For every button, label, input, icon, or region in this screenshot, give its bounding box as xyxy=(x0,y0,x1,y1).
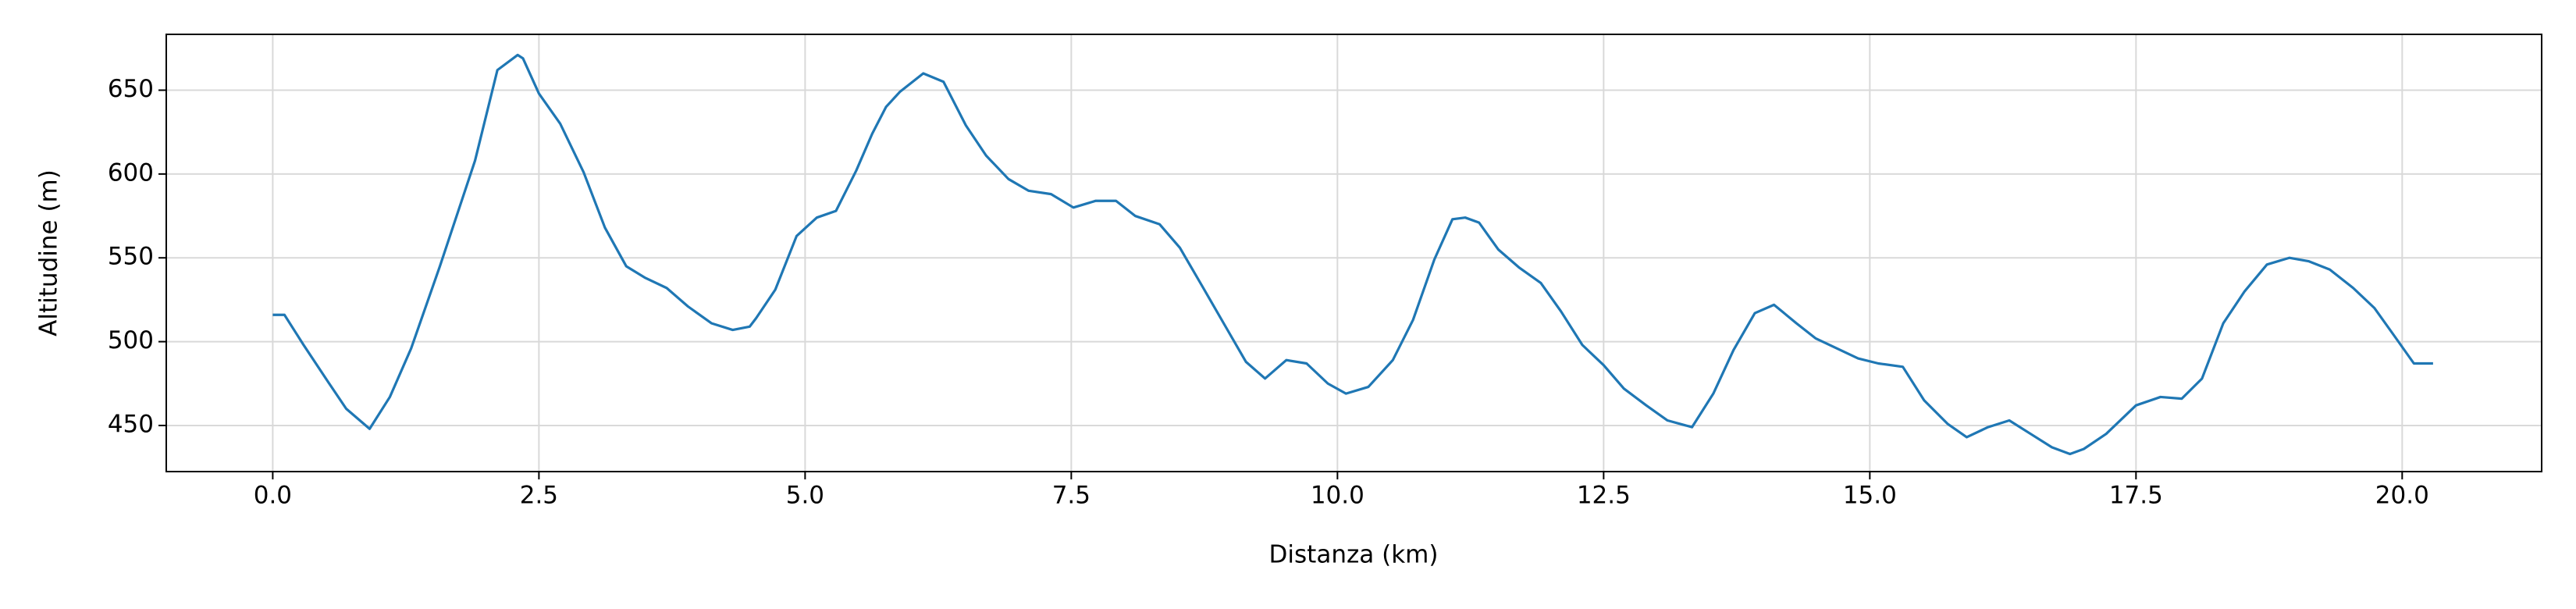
x-tick-label: 15.0 xyxy=(1843,482,1897,510)
x-tick-label: 12.5 xyxy=(1577,482,1631,510)
y-tick-label: 600 xyxy=(108,158,154,187)
y-tick-label: 450 xyxy=(108,410,154,438)
y-axis-label: Altitudine (m) xyxy=(35,169,63,337)
plot-frame xyxy=(165,34,2542,472)
x-tick-label: 2.5 xyxy=(520,482,558,510)
x-tick-label: 17.5 xyxy=(2109,482,2163,510)
x-axis-label: Distanza (km) xyxy=(1269,541,1439,569)
x-tick-label: 7.5 xyxy=(1052,482,1091,510)
y-tick-label: 550 xyxy=(108,243,154,271)
x-tick-label: 10.0 xyxy=(1311,482,1364,510)
y-tick-label: 650 xyxy=(108,75,154,103)
x-tick-label: 0.0 xyxy=(254,482,292,510)
y-tick-label: 500 xyxy=(108,326,154,354)
x-tick-label: 20.0 xyxy=(2375,482,2429,510)
data-line xyxy=(272,53,2433,456)
x-tick-label: 5.0 xyxy=(786,482,824,510)
